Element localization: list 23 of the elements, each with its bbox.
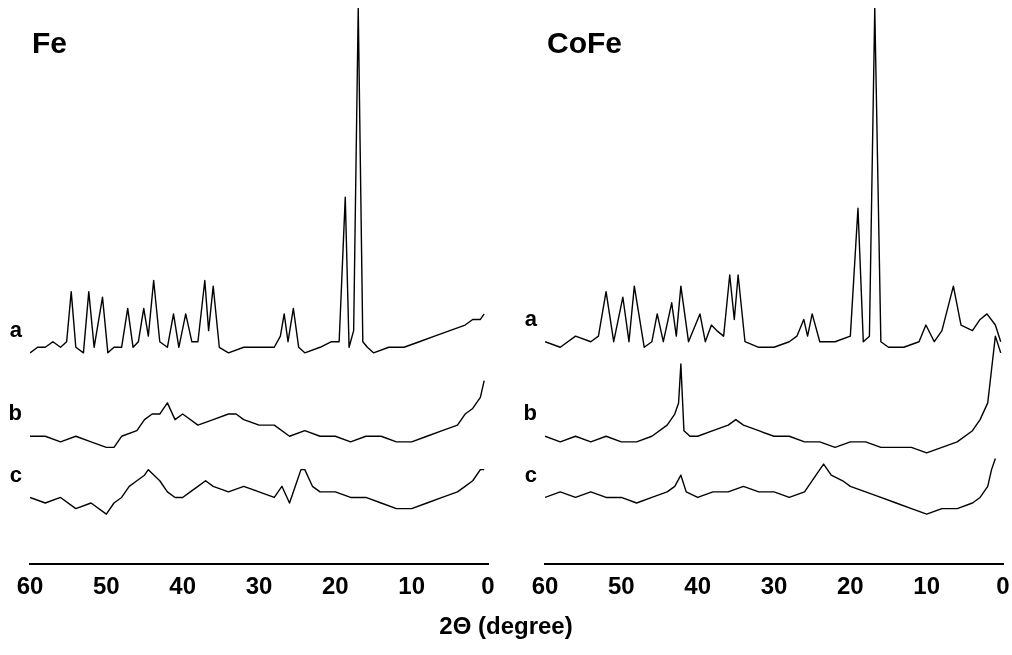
series-label: b — [523, 400, 537, 426]
series-label: b — [8, 400, 22, 426]
x-tick-label: 10 — [398, 572, 426, 600]
x-tick-label: 20 — [836, 572, 864, 600]
text: CoFe — [547, 26, 622, 59]
x-tick-label: 50 — [92, 572, 120, 600]
series-label: c — [9, 461, 22, 487]
x-tick-label: 10 — [913, 572, 941, 600]
text: Fe — [32, 26, 68, 59]
x-tick-label: 30 — [760, 572, 788, 600]
x-tick-label: 0 — [481, 572, 495, 600]
x-tick-label: 20 — [321, 572, 349, 600]
x-axis-title: 2Θ (degree) — [438, 612, 574, 640]
x-tick-label: 60 — [16, 572, 44, 600]
x-tick-label: 30 — [245, 572, 273, 600]
x-tick-label: 0 — [996, 572, 1010, 600]
x-tick-label: 50 — [607, 572, 635, 600]
series-label: a — [9, 316, 23, 342]
series-label: a — [524, 305, 538, 331]
series-label: c — [524, 461, 537, 487]
x-tick-label: 40 — [684, 572, 712, 600]
x-tick-label: 40 — [169, 572, 197, 600]
x-tick-label: 60 — [531, 572, 559, 600]
